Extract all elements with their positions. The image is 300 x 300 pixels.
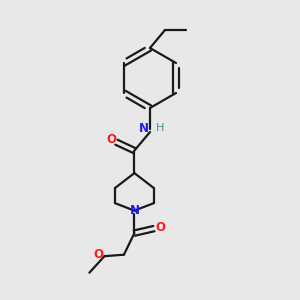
- Text: N: N: [129, 204, 140, 217]
- Text: O: O: [155, 220, 165, 234]
- Text: H: H: [155, 123, 164, 133]
- Text: N: N: [138, 122, 148, 136]
- Text: O: O: [106, 133, 116, 146]
- Text: O: O: [93, 248, 103, 261]
